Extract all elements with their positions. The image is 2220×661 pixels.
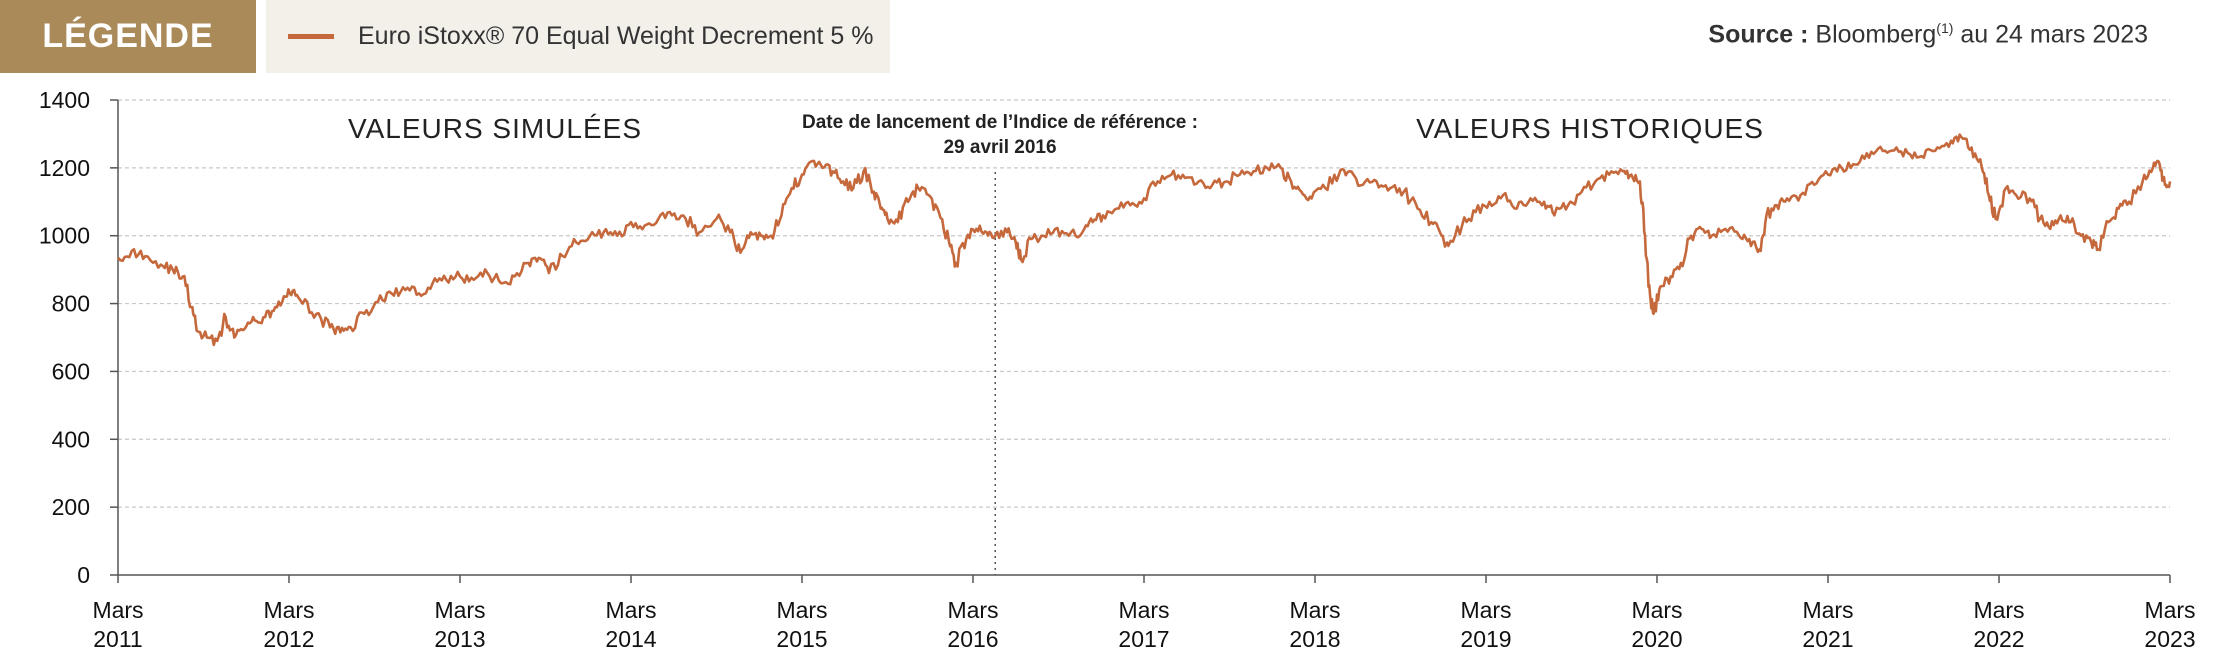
x-tick-label-year: 2020 — [1631, 626, 1682, 652]
y-tick-label: 1000 — [39, 223, 90, 249]
x-tick-label-month: Mars — [1802, 597, 1853, 623]
y-axis-ticks: 0 200 400 600 800 1000 1200 1400 — [39, 87, 118, 588]
legend-header: LÉGENDE — [0, 0, 256, 73]
x-tick-label-year: 2015 — [776, 626, 827, 652]
x-tick-label-year: 2013 — [434, 626, 485, 652]
series-line — [117, 133, 2172, 347]
annotation-historical: VALEURS HISTORIQUES — [1416, 113, 1764, 144]
axes — [117, 100, 2170, 576]
annotation-launch-line1: Date de lancement de l’Indice de référen… — [802, 112, 1198, 133]
x-tick-label-year: 2011 — [93, 626, 142, 652]
source-note: Source : Bloomberg(1) au 24 mars 2023 — [1708, 20, 2148, 49]
gridlines — [118, 99, 2170, 508]
x-tick-label-year: 2017 — [1118, 626, 1169, 652]
x-tick-label-month: Mars — [1631, 597, 1682, 623]
legend-series-label: Euro iStoxx® 70 Equal Weight Decrement 5… — [358, 22, 874, 50]
x-tick-label-month: Mars — [1973, 597, 2024, 623]
x-tick-label-month: Mars — [1460, 597, 1511, 623]
x-tick-label-month: Mars — [434, 597, 485, 623]
x-tick-label-month: Mars — [1118, 597, 1169, 623]
annotation-launch-line2: 29 avril 2016 — [943, 137, 1056, 158]
source-provider: Bloomberg — [1815, 20, 1937, 49]
x-tick-label-year: 2019 — [1460, 626, 1511, 652]
y-tick-label: 800 — [52, 291, 90, 317]
x-tick-label-year: 2023 — [2144, 626, 2195, 652]
x-tick-label-year: 2021 — [1802, 626, 1853, 652]
y-tick-label: 600 — [52, 358, 90, 384]
x-tick-label-year: 2012 — [263, 626, 314, 652]
source-footnote: (1) — [1936, 20, 1954, 36]
x-tick-label-month: Mars — [1289, 597, 1340, 623]
legend-title: LÉGENDE — [42, 17, 214, 55]
annotation-simulated: VALEURS SIMULÉES — [348, 113, 642, 144]
x-tick-label-month: Mars — [2144, 597, 2195, 623]
x-tick-label-month: Mars — [263, 597, 314, 623]
y-tick-label: 1400 — [39, 87, 90, 113]
source-date: au 24 mars 2023 — [1960, 20, 2148, 49]
source-label: Source : — [1708, 20, 1809, 49]
x-tick-label-month: Mars — [947, 597, 998, 623]
x-tick-label-year: 2014 — [605, 626, 656, 652]
x-tick-label-month: Mars — [605, 597, 656, 623]
x-tick-label-year: 2018 — [1289, 626, 1340, 652]
y-tick-label: 400 — [52, 426, 90, 452]
y-tick-label: 0 — [77, 562, 90, 588]
x-axis-ticks: Mars 2011 Mars 2012 Mars 2013 Mars 2014 Mars 2015… — [92, 575, 2196, 652]
y-tick-label: 200 — [52, 494, 90, 520]
legend-swatch — [288, 34, 334, 39]
legend-entry: Euro iStoxx® 70 Equal Weight Decrement 5… — [266, 0, 890, 73]
y-tick-label: 1200 — [39, 155, 90, 181]
x-tick-label-month: Mars — [776, 597, 827, 623]
x-tick-label-year: 2022 — [1973, 626, 2024, 652]
x-tick-label-year: 2016 — [947, 626, 998, 652]
x-tick-label-month: Mars — [92, 597, 143, 623]
